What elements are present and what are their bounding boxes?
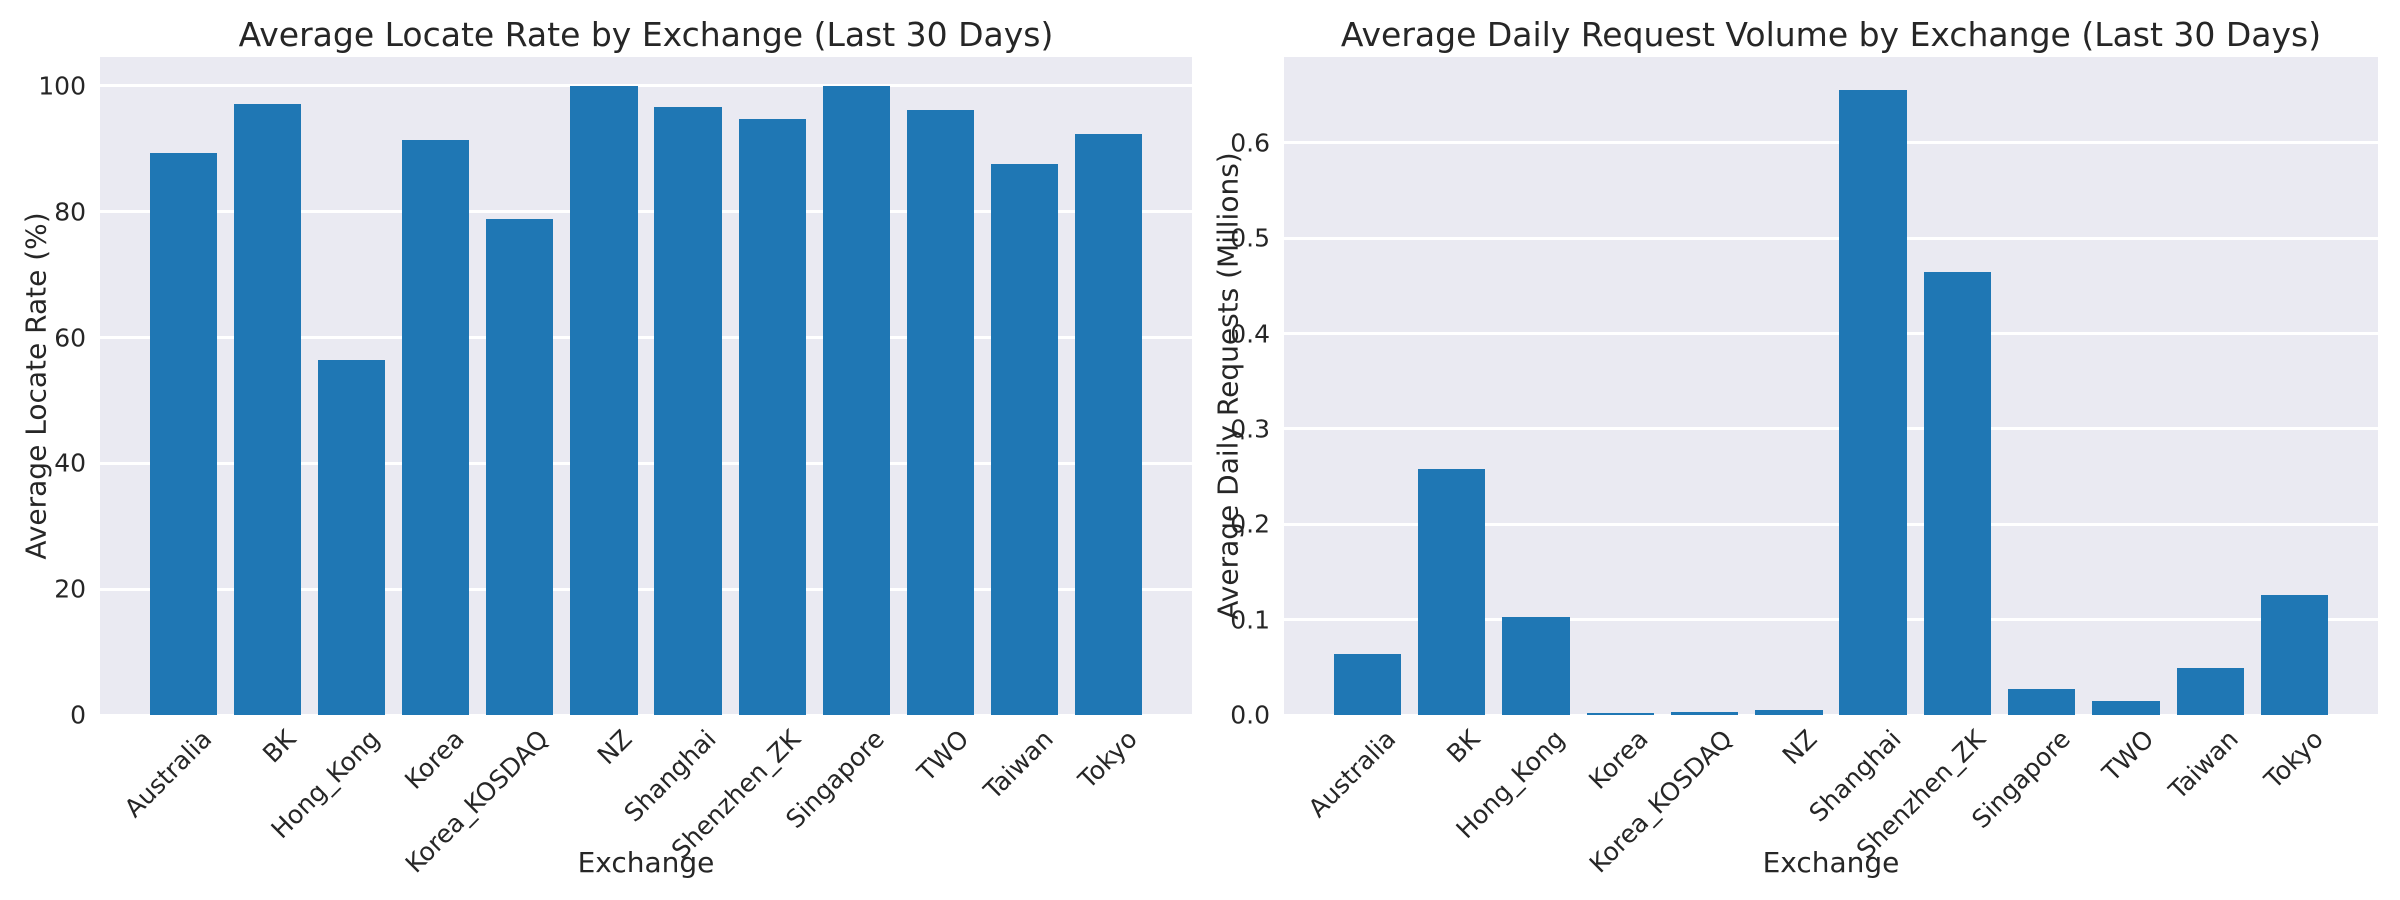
x-axis-label: Exchange — [1762, 846, 1900, 879]
x-tick-label: Korea — [398, 724, 470, 795]
y-tick-label: 0 — [70, 700, 86, 730]
y-tick-label: 80 — [54, 197, 86, 227]
gridline — [1284, 713, 2378, 715]
y-tick-label: 0.1 — [1230, 605, 1270, 635]
bar-Korea_KOSDAQ — [1670, 712, 1739, 715]
bar-NZ — [1755, 710, 1823, 715]
bar-Shenzhen_ZK — [738, 119, 806, 715]
y-tick-label: 0.6 — [1230, 128, 1270, 158]
bar-Shenzhen_ZK — [1923, 271, 1992, 715]
gridline — [100, 336, 1192, 340]
x-tick-label: NZ — [591, 724, 638, 771]
bar-TWO — [906, 110, 975, 715]
bar-Taiwan — [2176, 668, 2244, 715]
bar-Shanghai — [1839, 90, 1907, 715]
plot-area — [1284, 57, 2378, 715]
x-tick-label: BK — [256, 724, 302, 769]
chart-title: Average Daily Request Volume by Exchange… — [1340, 15, 2322, 54]
y-tick-label: 40 — [54, 448, 86, 478]
chart-title: Average Locate Rate by Exchange (Last 30… — [238, 15, 1054, 54]
subplot-request-volume: Average Daily Request Volume by Exchange… — [1200, 0, 2400, 900]
x-tick-label: Taiwan — [977, 724, 1059, 805]
y-tick-label: 0.3 — [1230, 414, 1270, 444]
y-tick-label: 20 — [54, 574, 86, 604]
y-axis-label: Average Daily Requests (Millions) — [1211, 152, 1245, 620]
gridline — [1284, 141, 2378, 145]
x-tick-label: NZ — [1776, 724, 1823, 771]
gridline — [1284, 236, 2378, 240]
bar-Australia — [1333, 653, 1402, 715]
gridline — [1284, 427, 2378, 431]
gridline — [100, 84, 1192, 88]
bar-TWO — [2092, 700, 2160, 715]
x-tick-label: Australia — [118, 724, 218, 824]
bar-NZ — [570, 85, 638, 715]
y-tick-label: 0.4 — [1230, 319, 1270, 349]
bar-Hong_Kong — [317, 360, 386, 715]
y-tick-label: 0.2 — [1230, 509, 1270, 539]
x-axis-label: Exchange — [577, 846, 715, 879]
y-tick-label: 0.0 — [1230, 700, 1270, 730]
bar-Hong_Kong — [1502, 616, 1570, 715]
x-tick-label: TWO — [2097, 724, 2160, 787]
bar-BK — [1418, 468, 1486, 715]
gridline — [1284, 332, 2378, 336]
y-tick-label: 100 — [38, 71, 86, 101]
x-tick-label: Tokyo — [1072, 724, 1143, 795]
bar-Korea_KOSDAQ — [486, 218, 554, 715]
gridline — [1284, 522, 2378, 526]
bar-Tokyo — [2260, 594, 2329, 715]
gridline — [1284, 618, 2378, 622]
bar-Korea — [402, 140, 470, 715]
y-tick-label: 60 — [54, 323, 86, 353]
bar-Australia — [149, 153, 217, 715]
plot-area — [100, 57, 1192, 715]
y-axis-label: Average Locate Rate (%) — [19, 212, 53, 560]
gridline — [100, 713, 1192, 715]
x-tick-label: Taiwan — [2163, 724, 2245, 805]
bar-BK — [233, 104, 302, 715]
bar-Singapore — [822, 85, 890, 715]
gridline — [100, 587, 1192, 591]
x-tick-label: Korea — [1583, 724, 1655, 795]
x-tick-label: Australia — [1302, 724, 1402, 824]
x-tick-label: BK — [1441, 724, 1486, 769]
bar-Singapore — [2007, 689, 2076, 715]
bar-Korea — [1586, 713, 1654, 715]
gridline — [100, 210, 1192, 214]
subplot-locate-rate: Average Locate Rate by Exchange (Last 30… — [19, 15, 1192, 879]
x-tick-label: Tokyo — [2258, 724, 2329, 795]
gridline — [100, 461, 1192, 465]
bar-Taiwan — [990, 163, 1059, 715]
bar-Shanghai — [654, 106, 722, 715]
y-tick-label: 0.5 — [1230, 223, 1270, 253]
bar-Tokyo — [1075, 134, 1143, 715]
x-tick-label: TWO — [911, 724, 975, 787]
